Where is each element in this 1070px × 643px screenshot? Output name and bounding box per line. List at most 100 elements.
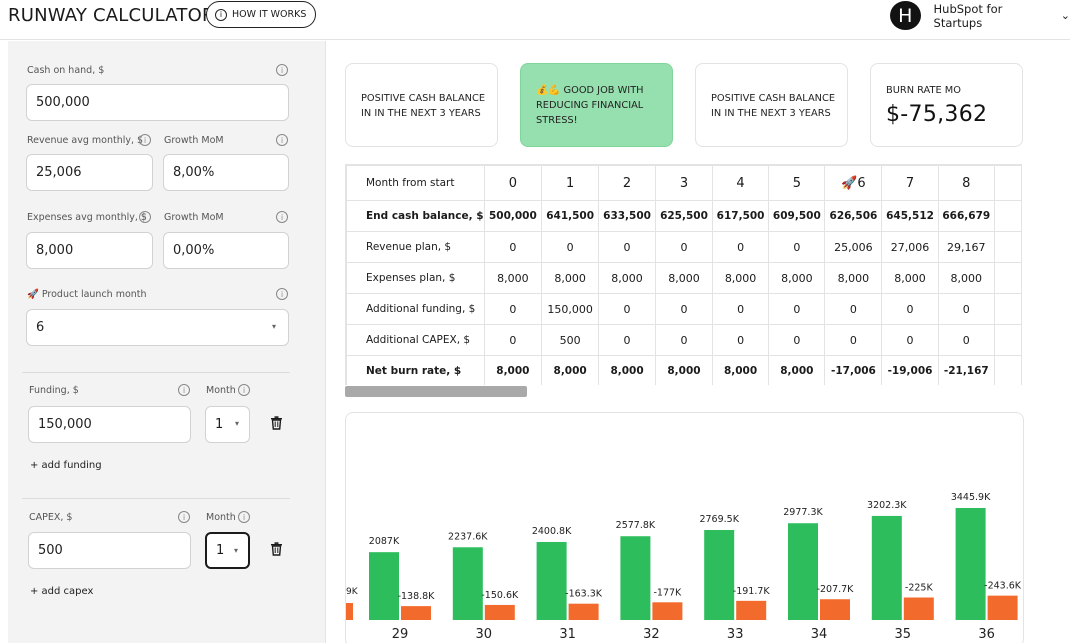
table-cell: 8,000 bbox=[768, 355, 826, 385]
brand-menu[interactable]: H HubSpot for Startups ⌄ bbox=[890, 1, 1070, 30]
table-row: End cash balance, $500,000 641,500 633,500… bbox=[346, 200, 1022, 232]
info-icon[interactable]: i bbox=[276, 211, 288, 223]
table-cell: -17,006 bbox=[824, 355, 883, 385]
trash-icon[interactable] bbox=[270, 416, 283, 430]
chart-data-label: 2400.8K bbox=[532, 526, 572, 537]
chart-data-label: 9K bbox=[346, 587, 359, 597]
kpi-card-text: POSITIVE CASH BALANCE IN IN THE NEXT 3 Y… bbox=[361, 93, 486, 119]
table-cell: 8,000 bbox=[824, 262, 883, 294]
info-icon[interactable]: i bbox=[139, 211, 151, 223]
chart-x-tick-label: 34 bbox=[811, 627, 828, 642]
table-cell bbox=[993, 231, 1022, 263]
info-icon[interactable]: i bbox=[139, 134, 151, 146]
table-cell: 0 bbox=[598, 324, 657, 356]
cash-on-hand-input[interactable]: 500,000 bbox=[26, 84, 289, 121]
info-icon[interactable]: i bbox=[238, 384, 250, 396]
row-label: End cash balance, $ bbox=[346, 200, 485, 232]
table-row: Revenue plan, $0 0 0 0 0 0 25,006 27,006 29,167 bbox=[346, 231, 1022, 263]
capex-month-select[interactable]: 1 ▾ bbox=[205, 532, 250, 569]
table-cell: 500,000 bbox=[483, 200, 543, 232]
info-icon[interactable]: i bbox=[276, 288, 288, 300]
chart-bar-positive bbox=[871, 515, 902, 620]
launch-month-select[interactable]: 6 ▾ bbox=[26, 309, 289, 346]
runway-table-container[interactable]: Month from start 0 1 2 3 4 5 🚀6 7 8 End cash balan… bbox=[345, 164, 1022, 385]
chart-x-tick-label: 30 bbox=[476, 627, 493, 642]
table-cell: 0 bbox=[937, 324, 995, 356]
chart-data-label: -225K bbox=[905, 583, 934, 594]
revenue-input[interactable]: 25,006 bbox=[26, 154, 153, 191]
month-header-cell: 🚀6 bbox=[824, 165, 883, 201]
launch-month-label: 🚀 Product launch month bbox=[27, 289, 147, 300]
burn-rate-title: BURN RATE MO bbox=[886, 85, 961, 96]
chart-bar-positive bbox=[955, 508, 986, 620]
table-cell: 0 bbox=[711, 293, 770, 325]
chart-data-label: -243.6K bbox=[984, 581, 1022, 592]
table-cell: 8,000 bbox=[711, 355, 770, 385]
brand-logo: H bbox=[890, 1, 921, 30]
table-cell: 0 bbox=[711, 324, 770, 356]
chart-bar-negative bbox=[736, 600, 767, 620]
table-cell: 25,006 bbox=[824, 231, 883, 263]
month-header-cell: 4 bbox=[711, 165, 770, 201]
add-funding-link[interactable]: + add funding bbox=[30, 460, 102, 471]
table-cell: 645,512 bbox=[881, 200, 939, 232]
kpi-card-burn-rate: BURN RATE MO $-75,362 bbox=[870, 63, 1023, 147]
trash-icon[interactable] bbox=[270, 542, 283, 556]
funding-input[interactable]: 150,000 bbox=[28, 406, 191, 443]
chart-bar-negative bbox=[484, 604, 515, 620]
table-cell: 8,000 bbox=[881, 262, 939, 294]
expenses-input[interactable]: 8,000 bbox=[26, 232, 153, 269]
chart-x-tick-label: 33 bbox=[727, 627, 744, 642]
month-header-cell: 3 bbox=[655, 165, 713, 201]
table-cell: -19,006 bbox=[881, 355, 939, 385]
chart-data-label: -150.6K bbox=[481, 590, 519, 601]
chart-data-label: 2087K bbox=[369, 536, 400, 547]
how-it-works-button[interactable]: i HOW IT WORKS bbox=[206, 1, 317, 28]
funding-month-label: Month bbox=[206, 385, 236, 396]
cash-on-hand-label: Cash on hand, $ bbox=[27, 65, 105, 76]
chart-data-label: -138.8K bbox=[398, 591, 436, 602]
table-cell: 0 bbox=[655, 293, 713, 325]
cash-chart-svg: 9K 2087K -138.8K 29 2237.6K -150.6K 30 2400.8K -… bbox=[346, 492, 1022, 642]
table-cell: 8,000 bbox=[598, 355, 657, 385]
cash-chart: 9K 2087K -138.8K 29 2237.6K -150.6K 30 2400.8K -… bbox=[345, 412, 1024, 643]
table-cell: 0 bbox=[881, 324, 939, 356]
table-cell bbox=[993, 355, 1022, 385]
funding-month-select[interactable]: 1 ▾ bbox=[205, 406, 250, 443]
how-it-works-label: HOW IT WORKS bbox=[232, 9, 307, 20]
chart-x-tick-label: 31 bbox=[559, 627, 576, 642]
table-cell bbox=[993, 324, 1022, 356]
add-capex-link[interactable]: + add capex bbox=[30, 586, 94, 597]
revenue-growth-input[interactable]: 8,00% bbox=[163, 154, 289, 191]
kpi-card-text: POSITIVE CASH BALANCE IN IN THE NEXT 3 Y… bbox=[711, 93, 836, 119]
kpi-card-cash-balance: POSITIVE CASH BALANCE IN IN THE NEXT 3 Y… bbox=[695, 63, 848, 147]
table-cell: 500 bbox=[541, 324, 600, 356]
capex-input[interactable]: 500 bbox=[28, 532, 191, 569]
table-horizontal-scrollbar[interactable] bbox=[345, 386, 527, 397]
info-icon[interactable]: i bbox=[178, 511, 190, 523]
chart-bar-partial bbox=[346, 603, 353, 620]
chart-bar-negative bbox=[401, 606, 431, 620]
chart-data-label: -191.7K bbox=[733, 586, 771, 597]
expenses-growth-input[interactable]: 0,00% bbox=[163, 232, 289, 269]
chart-x-tick-label: 32 bbox=[643, 627, 660, 642]
info-icon[interactable]: i bbox=[276, 134, 288, 146]
info-icon[interactable]: i bbox=[276, 64, 288, 76]
table-cell: 626,506 bbox=[824, 200, 883, 232]
chart-bar-negative bbox=[820, 599, 850, 620]
chart-bar-positive bbox=[704, 529, 735, 620]
table-cell: 8,000 bbox=[483, 355, 543, 385]
month-header-cell: 0 bbox=[483, 165, 543, 201]
expenses-growth-label: Growth MoM bbox=[164, 212, 224, 223]
table-cell: 0 bbox=[655, 231, 713, 263]
table-cell: 0 bbox=[824, 324, 883, 356]
info-icon[interactable]: i bbox=[178, 384, 190, 396]
table-cell: 0 bbox=[598, 293, 657, 325]
table-cell: 609,500 bbox=[768, 200, 826, 232]
month-header-cell: 1 bbox=[541, 165, 600, 201]
chart-bar-positive bbox=[536, 541, 567, 620]
table-cell: 0 bbox=[483, 324, 543, 356]
info-icon[interactable]: i bbox=[238, 511, 250, 523]
table-cell: 29,167 bbox=[937, 231, 995, 263]
table-cell: 8,000 bbox=[598, 262, 657, 294]
